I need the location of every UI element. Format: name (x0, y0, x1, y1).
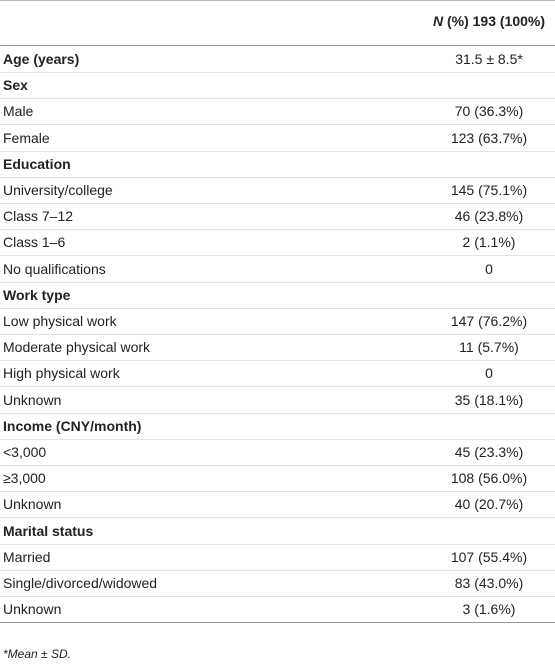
row-value: 83 (43.0%) (454, 575, 524, 591)
table-row: Female 123 (63.7%) (0, 125, 555, 152)
table-row: No qualifications 0 (0, 256, 555, 283)
row-value: 123 (63.7%) (450, 129, 528, 146)
section-title: Education (3, 155, 71, 172)
section-title: Work type (3, 286, 71, 303)
table-row: Income (CNY/month) (0, 413, 555, 440)
row-value: 40 (20.7%) (454, 496, 524, 513)
row-label: <3,000 (3, 444, 47, 460)
header-cell: N (%) 193 (100%) (425, 13, 553, 29)
table-row: University/college 145 (75.1%) (0, 177, 555, 204)
row-value: 70 (36.3%) (454, 103, 524, 120)
row-value: 147 (76.2%) (450, 313, 528, 329)
table-row: ≥3,000 108 (56.0%) (0, 465, 555, 493)
table-row: <3,000 45 (23.3%) (0, 439, 555, 466)
table-row: Single/divorced/widowed 83 (43.0%) (0, 570, 555, 597)
table-row: Age (years) 31.5 ± 8.5* (0, 46, 555, 73)
table-row: Moderate physical work 11 (5.7%) (0, 334, 555, 362)
row-value: 108 (56.0%) (450, 470, 528, 487)
table-row: Low physical work 147 (76.2%) (0, 308, 555, 335)
table-row: Class 7–12 46 (23.8%) (0, 203, 555, 231)
section-title: Marital status (3, 522, 94, 539)
table-row: Unknown 35 (18.1%) (0, 387, 555, 414)
row-value: 0 (485, 365, 493, 382)
row-label: University/college (3, 182, 113, 198)
row-label: Single/divorced/widowed (3, 575, 158, 591)
row-label: Male (3, 103, 34, 120)
row-value: 45 (23.3%) (454, 444, 524, 460)
row-value: 0 (485, 260, 493, 277)
row-label: Female (3, 129, 50, 146)
section-title: Age (years) (3, 51, 80, 67)
row-label: Unknown (3, 496, 62, 513)
row-value: 35 (18.1%) (454, 391, 524, 408)
table-row: Class 1–6 2 (1.1%) (0, 229, 555, 257)
table-row: Sex (0, 72, 555, 100)
row-label: Unknown (3, 601, 62, 618)
table-row: Marital status (0, 518, 555, 545)
row-label: Moderate physical work (3, 339, 151, 356)
top-rule (0, 0, 555, 1)
row-value: 31.5 ± 8.5* (455, 51, 523, 67)
header-label: (%) 193 (100%) (446, 13, 546, 29)
table-row: Married 107 (55.4%) (0, 544, 555, 571)
table-row: Unknown 3 (1.6%) (0, 596, 555, 624)
row-label: Low physical work (3, 313, 117, 329)
row-value: 11 (5.7%) (459, 339, 519, 356)
section-title: Sex (3, 77, 28, 94)
table-row: Education (0, 151, 555, 178)
row-label: High physical work (3, 365, 120, 382)
row-label: No qualifications (3, 260, 106, 277)
row-value: 2 (1.1%) (462, 234, 516, 251)
header-symbol: N (432, 13, 444, 29)
row-label: ≥3,000 (3, 470, 46, 487)
row-label: Class 1–6 (3, 234, 66, 251)
row-value: 145 (75.1%) (450, 182, 528, 198)
table-row: Unknown 40 (20.7%) (0, 491, 555, 519)
row-value: 46 (23.8%) (454, 208, 524, 225)
table-row: Male 70 (36.3%) (0, 98, 555, 126)
row-value: 107 (55.4%) (450, 548, 528, 565)
row-label: Unknown (3, 391, 62, 408)
row-label: Married (3, 548, 51, 565)
row-label: Class 7–12 (3, 208, 74, 225)
header-row: N (%) 193 (100%) (0, 1, 555, 46)
row-value: 3 (1.6%) (462, 601, 516, 618)
footnote: *Mean ± SD. (3, 647, 71, 661)
table-row: High physical work 0 (0, 360, 555, 388)
section-title: Income (CNY/month) (3, 417, 142, 434)
table-row: Work type (0, 282, 555, 309)
